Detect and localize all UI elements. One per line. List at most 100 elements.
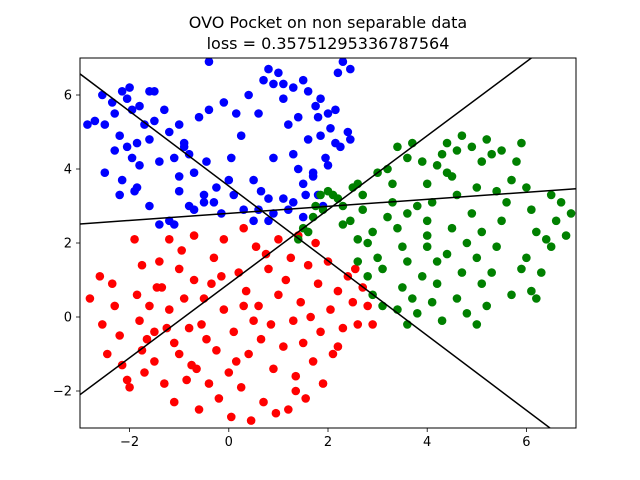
data-point — [462, 309, 472, 318]
data-point — [249, 175, 258, 185]
data-point — [110, 109, 120, 118]
data-point — [368, 227, 377, 237]
data-point — [551, 216, 561, 226]
data-point — [184, 201, 194, 211]
data-point — [182, 375, 191, 385]
decision-boundary-line — [80, 58, 533, 396]
data-point — [417, 157, 427, 166]
data-point — [229, 327, 239, 337]
data-point — [264, 194, 273, 203]
data-point — [264, 264, 273, 274]
data-point — [437, 149, 447, 159]
decision-lines-layer — [80, 58, 576, 428]
data-point — [408, 294, 417, 303]
data-point — [422, 216, 432, 226]
data-point — [432, 161, 442, 170]
data-point — [546, 190, 556, 200]
data-point — [313, 112, 323, 122]
data-point — [164, 127, 174, 137]
data-point — [117, 360, 127, 370]
data-point — [311, 201, 320, 211]
data-point — [497, 216, 506, 226]
y-tick-label: 4 — [64, 163, 72, 178]
data-point — [288, 149, 298, 159]
data-point — [492, 186, 501, 196]
data-point — [162, 323, 172, 333]
data-point — [137, 346, 147, 355]
data-point — [174, 172, 184, 181]
data-point — [373, 253, 382, 263]
data-point — [338, 220, 348, 229]
data-point — [303, 87, 313, 96]
data-point — [169, 338, 179, 348]
data-point — [122, 94, 132, 103]
data-point — [145, 135, 154, 144]
data-point — [412, 309, 422, 318]
data-point — [236, 131, 246, 140]
data-point — [472, 253, 482, 263]
data-point — [117, 175, 127, 185]
data-point — [100, 168, 110, 177]
data-point — [261, 249, 271, 259]
data-point — [492, 242, 501, 251]
data-point — [137, 260, 147, 270]
data-point — [293, 112, 303, 122]
data-point — [199, 198, 209, 207]
data-point — [135, 161, 144, 170]
data-point — [561, 231, 571, 240]
data-point — [368, 320, 377, 329]
data-point — [155, 157, 164, 166]
data-point — [323, 161, 333, 170]
data-point — [169, 397, 179, 407]
data-point — [266, 320, 276, 329]
data-point — [150, 327, 159, 337]
decision-boundary-line — [80, 73, 552, 428]
data-point — [95, 272, 105, 281]
y-tick-label: −2 — [53, 385, 72, 400]
data-point — [383, 212, 392, 222]
data-point — [301, 190, 310, 200]
data-point — [313, 279, 323, 289]
data-point — [522, 253, 531, 263]
data-point — [174, 349, 184, 359]
data-point — [412, 201, 422, 211]
data-point — [239, 301, 248, 311]
data-point — [202, 157, 211, 166]
data-point — [256, 334, 266, 344]
data-point — [254, 109, 263, 118]
data-point — [140, 120, 149, 129]
data-point — [442, 168, 452, 177]
x-axis: −2 0 2 4 6 — [120, 428, 531, 450]
data-point — [169, 220, 179, 229]
data-point — [209, 198, 219, 207]
x-tick-label: 4 — [423, 435, 431, 450]
x-tick-label: −2 — [120, 435, 139, 450]
x-tick-label: 6 — [522, 435, 530, 450]
data-point — [546, 242, 556, 251]
data-point — [110, 301, 120, 311]
data-point — [346, 135, 355, 144]
data-point — [174, 186, 184, 196]
data-point — [107, 98, 117, 107]
data-point — [333, 342, 343, 351]
data-point — [199, 190, 209, 200]
data-point — [437, 316, 447, 326]
data-point — [343, 127, 353, 137]
data-point — [303, 260, 313, 270]
data-point — [293, 164, 303, 174]
data-point — [179, 294, 189, 303]
data-point — [318, 379, 328, 388]
data-point — [145, 301, 154, 311]
data-point — [204, 105, 214, 115]
data-point — [311, 238, 320, 248]
data-point — [279, 94, 288, 103]
data-point — [427, 297, 437, 307]
data-point — [487, 149, 496, 159]
data-point — [338, 323, 348, 333]
data-point — [298, 338, 308, 348]
data-point — [142, 334, 152, 344]
data-point — [279, 79, 288, 89]
data-point — [269, 153, 278, 163]
